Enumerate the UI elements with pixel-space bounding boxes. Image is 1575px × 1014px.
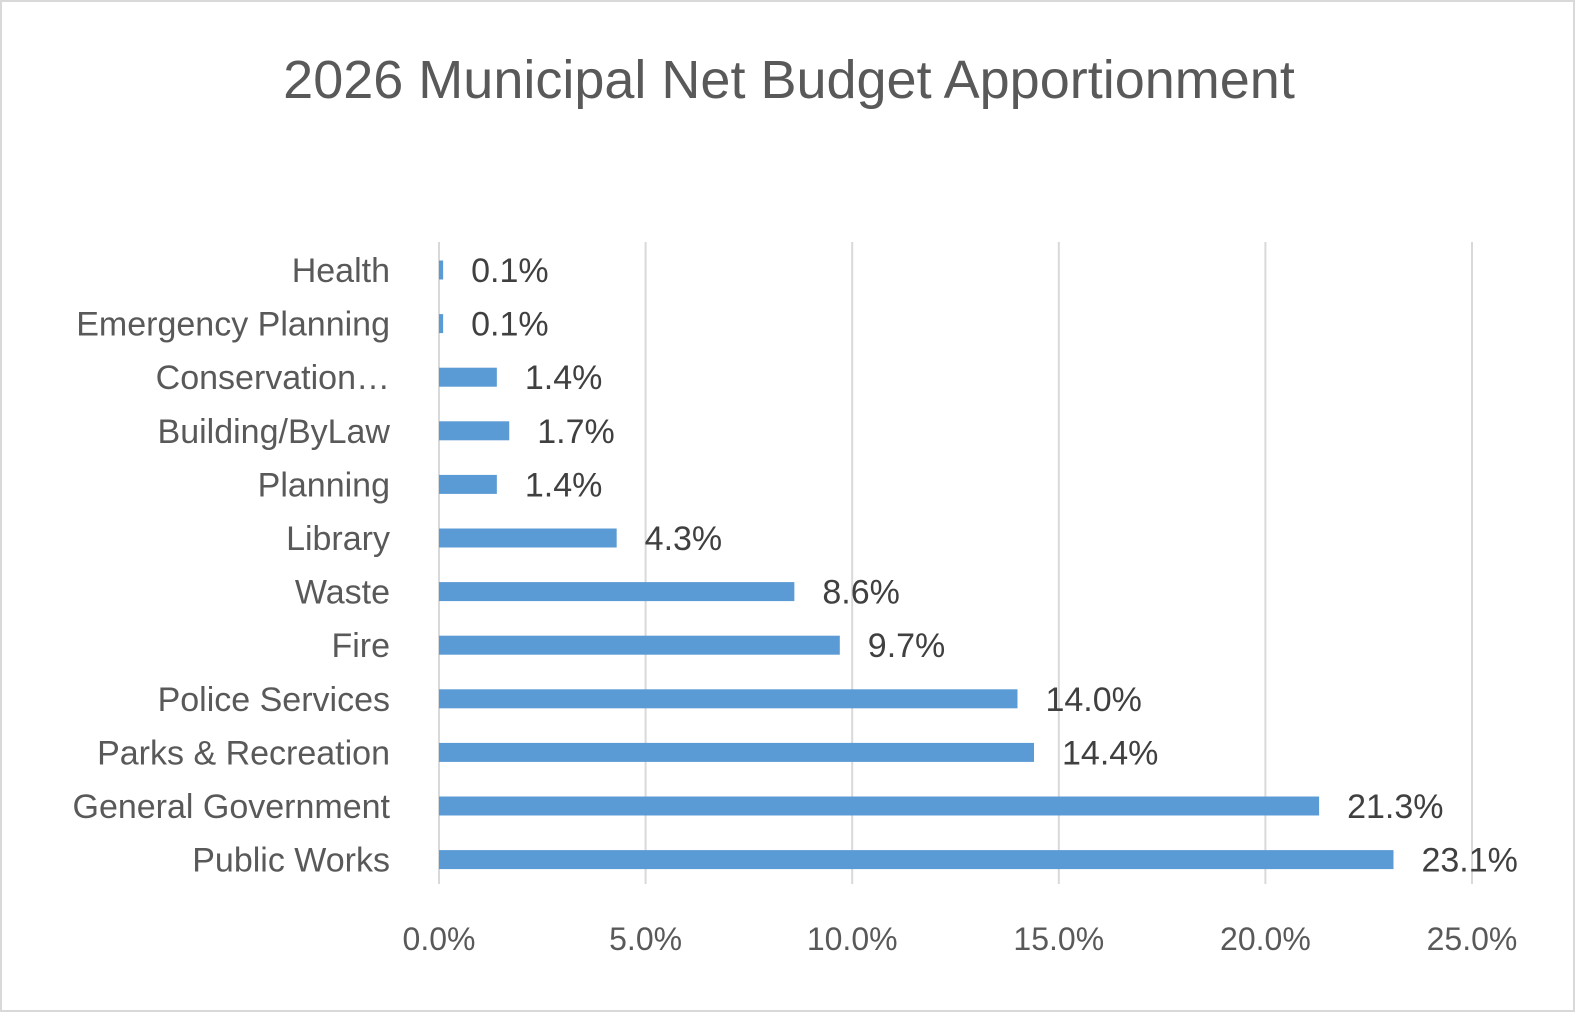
bar [439,689,1018,709]
category-label: Fire [331,627,390,665]
category-label: Police Services [158,681,390,719]
bar [439,635,840,655]
bar [439,850,1394,870]
bar [439,796,1320,816]
x-tick-label: 5.0% [609,921,682,957]
data-label: 9.7% [868,627,946,665]
category-label: Public Works [192,842,390,880]
category-label: Health [292,252,390,290]
category-label: Emergency Planning [76,306,390,344]
data-label: 0.1% [471,306,548,344]
data-label: 1.7% [537,413,615,451]
data-label: 21.3% [1347,788,1443,826]
bar [439,582,795,602]
x-tick-label: 15.0% [1013,921,1104,957]
data-label: 1.4% [525,359,603,397]
data-label: 4.3% [645,520,723,558]
x-tick-label: 25.0% [1427,921,1518,957]
bar [439,528,617,548]
chart-title: 2026 Municipal Net Budget Apportionment [283,50,1295,110]
x-axis-ticks: 0.0% 5.0% 10.0% 15.0% 20.0% 25.0% [403,921,1518,957]
x-tick-label: 10.0% [807,921,898,957]
category-label: Conservation… [156,359,390,397]
data-label: 0.1% [471,252,548,290]
data-label: 14.4% [1062,734,1158,772]
bar [439,314,444,334]
data-label: 1.4% [525,466,603,504]
category-label: Waste [295,574,390,612]
category-label: General Government [73,788,391,826]
bars [439,260,1394,870]
data-labels: 0.1% 0.1% 1.4% 1.7% 1.4% 4.3% 8.6% 9.7% 14.0% 14.… [471,252,1518,880]
category-label: Planning [258,466,390,504]
x-tick-label: 20.0% [1220,921,1311,957]
category-label: Building/ByLaw [158,413,391,451]
data-label: 8.6% [822,574,900,612]
bar [439,260,444,280]
gridlines [438,242,1473,884]
data-label: 14.0% [1045,681,1141,719]
data-label: 23.1% [1421,842,1517,880]
category-labels: Health Emergency Planning Conservation… Bui… [73,252,391,880]
category-label: Parks & Recreation [97,734,390,772]
x-tick-label: 0.0% [403,921,476,957]
bar [439,421,510,441]
category-label: Library [286,520,390,558]
bar [439,474,497,494]
bar [439,367,497,387]
bar [439,742,1035,762]
